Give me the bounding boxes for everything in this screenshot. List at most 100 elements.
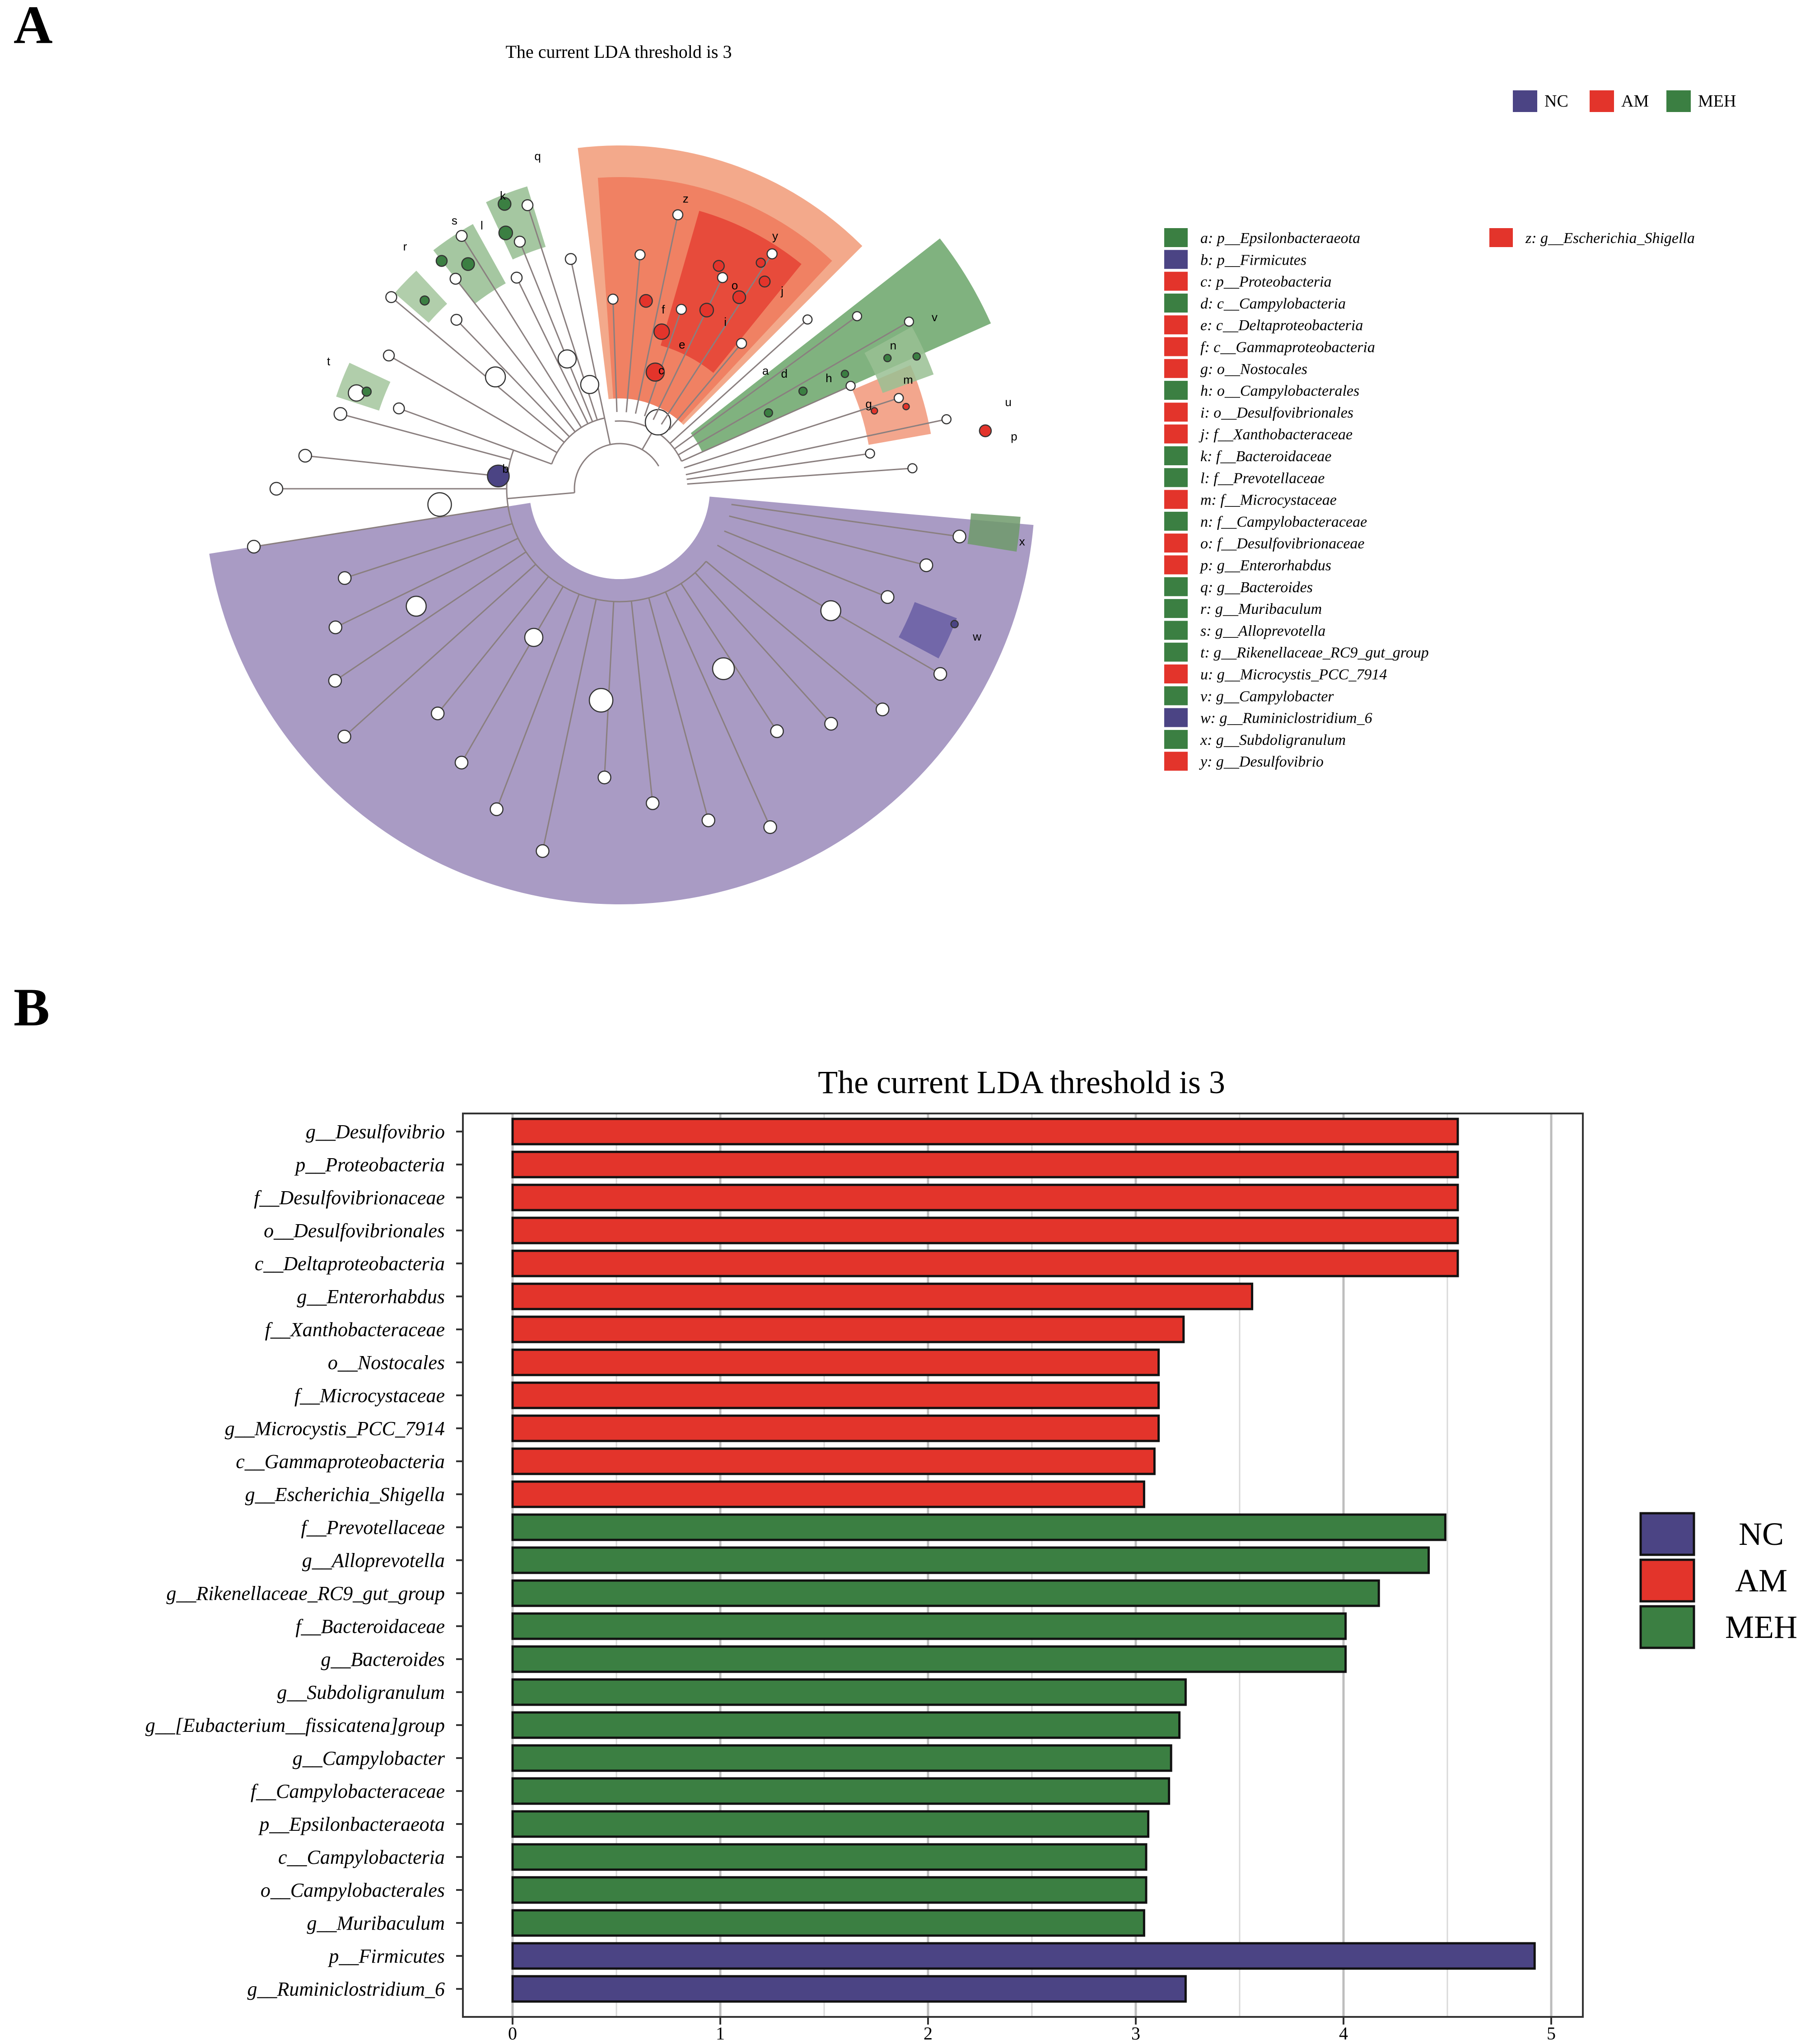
node-o-desulfovibrionaceae: [732, 290, 746, 304]
bar-g__Muribaculum: [511, 1909, 1145, 1937]
node-n-campylobacteraceae: [883, 354, 892, 362]
clade-legend-entry: x: g__Subdoligranulum: [1200, 732, 1346, 748]
chart-title: The current LDA threshold is 3: [818, 1064, 1225, 1100]
clade-legend-entry: f: c__Gammaproteobacteria: [1200, 339, 1375, 356]
node-letter-t: t: [327, 354, 331, 368]
node-t-rikenellaceae: [361, 386, 372, 397]
group-label-AM: AM: [1621, 92, 1649, 111]
internal-node: [557, 349, 577, 369]
internal-node: [485, 366, 506, 388]
clade-swatch: [1164, 555, 1188, 575]
tree-branch: [604, 418, 611, 445]
clade-legend-entry: b: p__Firmicutes: [1200, 252, 1306, 268]
clade-swatch: [1164, 424, 1188, 444]
bar-g__Desulfovibrio: [511, 1118, 1459, 1146]
clade-legend-entry: v: g__Campylobacter: [1200, 688, 1334, 705]
bar-g__Campylobacter: [511, 1744, 1172, 1772]
tree-branch: [340, 413, 511, 460]
panel-a-label: A: [14, 0, 53, 55]
clade-swatch: [1164, 381, 1188, 400]
leaf-node: [337, 730, 351, 744]
tree-branch: [612, 299, 618, 412]
clade-swatch: [1164, 511, 1188, 531]
y-tick-label: g__Enterorhabdus: [297, 1286, 445, 1308]
tree-branch: [695, 572, 832, 725]
cladogram-center: [529, 398, 710, 579]
tree-branch: [253, 505, 508, 547]
node-g-nostocales: [870, 407, 878, 415]
leaf-node: [676, 304, 687, 315]
clade-legend-entry: a: p__Epsilonbacteraeota: [1200, 230, 1360, 247]
bar-p__Firmicutes: [511, 1942, 1536, 1970]
y-tick-label: f__Prevotellaceae: [301, 1516, 445, 1539]
internal-node: [820, 600, 841, 622]
node-letter-o: o: [732, 278, 738, 292]
node-letter-l: l: [480, 219, 483, 232]
cladogram-clade-legend: a: p__Epsilonbacteraeota b: p__Firmicutes…: [1164, 228, 1695, 771]
node-b-firmicutes: [487, 464, 510, 488]
clade-legend-entry: m: f__Microcystaceae: [1200, 492, 1337, 509]
tree-branch: [398, 407, 552, 465]
y-tick-label: g__Muribaculum: [307, 1912, 445, 1934]
clade-swatch: [1164, 708, 1188, 727]
x-tick-label: 3: [1131, 2023, 1140, 2044]
group-swatch-NC: [1513, 90, 1537, 112]
node-letter-j: j: [780, 284, 784, 298]
tree-branch: [305, 455, 508, 478]
clade-swatch: [1164, 359, 1188, 378]
y-tick-label: c__Campylobacteria: [278, 1846, 445, 1868]
y-tick-label: c__Gammaproteobacteria: [236, 1450, 445, 1473]
y-tick-label: o__Campylobacterales: [261, 1879, 445, 1901]
cladogram-tree: a b c d e f g h i j k l m n o p q r s t u v w x y z: [247, 149, 1025, 858]
tree-branch: [388, 355, 558, 454]
y-tick-label: p__Firmicutes: [327, 1945, 445, 1967]
node-letter-s: s: [452, 214, 457, 227]
tree-branch: [344, 564, 536, 737]
node-y-desulfovibrio: [758, 276, 771, 288]
leaf-node: [893, 393, 904, 403]
internal-node: [580, 375, 600, 394]
bar-g__Bacteroides: [511, 1645, 1347, 1673]
y-tick-label: g__Escherichia_Shigella: [245, 1483, 445, 1506]
leaf-node: [490, 802, 504, 816]
bar-g__Alloprevotella: [511, 1546, 1430, 1574]
group-label-MEH: MEH: [1698, 92, 1736, 111]
leaf-node: [607, 294, 619, 305]
tree-arc: [551, 417, 605, 464]
tree-branch: [674, 315, 858, 450]
clade-swatch: [1164, 250, 1188, 269]
legend-label-NC: NC: [1739, 1516, 1784, 1552]
tree-branch: [437, 576, 549, 714]
y-tick-label: f__Xanthobacteraceae: [265, 1319, 445, 1341]
clade-wedge-rikenellaceae: [336, 363, 391, 411]
clade-swatch: [1164, 664, 1188, 683]
tree-branch: [731, 504, 960, 538]
node-letter-h: h: [826, 371, 832, 385]
tree-branch: [519, 241, 593, 422]
bar-c__Gammaproteobacteria: [511, 1447, 1156, 1475]
tree-branch: [516, 277, 589, 424]
leaf-node: [865, 448, 875, 459]
node-q-bacteroides: [498, 197, 512, 211]
leaf-node: [454, 755, 469, 770]
clade-swatch: [1164, 228, 1188, 247]
clade-legend-entry: o: f__Desulfovibrionaceae: [1200, 535, 1365, 552]
y-tick-label: f__Campylobacteraceae: [251, 1780, 445, 1802]
node-letter-p: p: [1011, 430, 1017, 443]
chart-bars: [511, 1118, 1536, 2003]
leaf-node: [881, 590, 895, 604]
x-tick-label: 5: [1547, 2023, 1556, 2044]
node-letter-r: r: [403, 239, 407, 253]
tree-branch: [686, 418, 947, 476]
leaf-node: [383, 349, 395, 362]
clade-legend-entry: s: g__Alloprevotella: [1200, 622, 1325, 639]
clade-legend-entry: c: p__Proteobacteria: [1200, 274, 1332, 290]
bar-g__Subdoligranulum: [511, 1678, 1187, 1706]
clade-legend-entry: k: f__Bacteroidaceae: [1200, 448, 1331, 465]
chart-legend: NC AM MEH: [1639, 1512, 1797, 1649]
tree-branch: [678, 321, 910, 456]
bar-c__Deltaproteobacteria: [511, 1249, 1459, 1277]
node-c-proteobacteria: [645, 362, 665, 382]
leaf-node: [510, 271, 523, 284]
leaf-node: [919, 558, 933, 572]
